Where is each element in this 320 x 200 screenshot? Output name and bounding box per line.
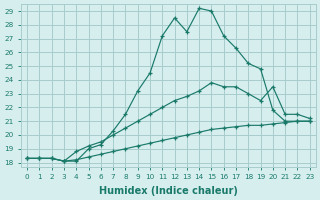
X-axis label: Humidex (Indice chaleur): Humidex (Indice chaleur) (99, 186, 238, 196)
